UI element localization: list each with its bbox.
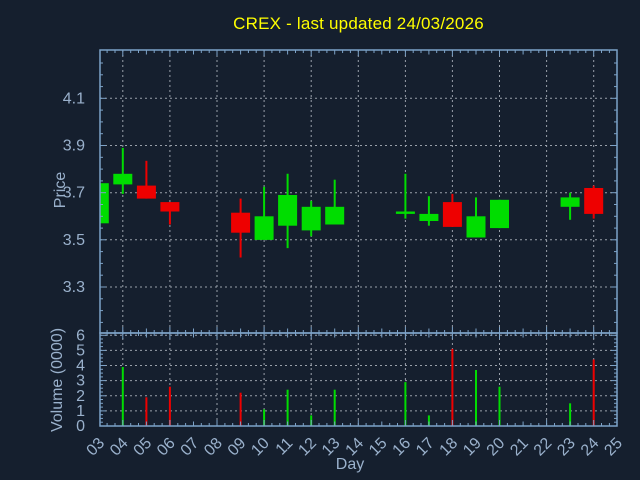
chart-title: CREX - last updated 24/03/2026 xyxy=(233,14,484,33)
day-tick-label: 25 xyxy=(601,435,626,460)
day-tick-label: 06 xyxy=(154,435,179,460)
candle-body xyxy=(301,206,321,231)
day-tick-label: 08 xyxy=(201,435,226,460)
candle-body xyxy=(584,188,604,214)
day-tick-label: 03 xyxy=(84,435,109,460)
day-tick-label: 20 xyxy=(484,435,509,460)
day-tick-label: 22 xyxy=(531,435,556,460)
day-tick-label: 10 xyxy=(248,435,273,460)
price-tick-label: 3.9 xyxy=(63,138,85,155)
day-tick-label: 17 xyxy=(413,435,438,460)
price-axis-label: Price xyxy=(52,171,69,209)
candle-body xyxy=(395,211,415,214)
price-tick-label: 4.1 xyxy=(63,90,85,107)
day-tick-label: 11 xyxy=(273,435,297,459)
day-tick-label: 07 xyxy=(178,435,203,460)
candle-body xyxy=(442,202,462,227)
price-tick-label: 3.3 xyxy=(63,279,85,296)
candle-body xyxy=(466,216,486,238)
volume-tick-label: 2 xyxy=(76,388,85,405)
candle-body xyxy=(100,183,109,224)
candlesticks xyxy=(100,147,604,258)
candle-body xyxy=(160,202,180,212)
volume-tick-label: 4 xyxy=(76,358,85,375)
day-tick-label: 09 xyxy=(225,435,250,460)
tick-marks xyxy=(100,50,617,427)
day-tick-label: 16 xyxy=(390,435,415,460)
day-tick-label: 23 xyxy=(554,435,579,460)
candle-body xyxy=(490,199,509,229)
volume-tick-label: 1 xyxy=(76,403,85,420)
day-axis-label: Day xyxy=(335,456,365,473)
day-tick-label: 21 xyxy=(507,435,532,460)
volume-tick-label: 0 xyxy=(76,418,85,435)
volume-axis-label: Volume (0000) xyxy=(49,327,66,433)
day-tick-label: 15 xyxy=(366,435,391,460)
candle-body xyxy=(325,206,345,225)
candle-body xyxy=(136,185,156,199)
day-tick-label: 19 xyxy=(460,435,485,460)
day-tick-label: 12 xyxy=(295,435,320,460)
day-tick-label: 18 xyxy=(437,435,462,460)
volume-tick-label: 5 xyxy=(76,342,85,359)
candle-body xyxy=(419,213,439,221)
gridlines xyxy=(100,50,617,426)
candle-body xyxy=(113,173,133,185)
candle-body xyxy=(254,216,274,240)
day-tick-label: 24 xyxy=(578,435,603,460)
day-tick-label: 04 xyxy=(107,435,132,460)
candle-body xyxy=(560,197,580,207)
price-tick-label: 3.5 xyxy=(63,232,85,249)
price-tick-label: 3.7 xyxy=(63,185,85,202)
candle-body xyxy=(278,195,298,226)
candle-body xyxy=(231,212,251,233)
volume-tick-label: 3 xyxy=(76,373,85,390)
day-tick-label: 05 xyxy=(131,435,156,460)
volume-tick-label: 6 xyxy=(76,327,85,344)
